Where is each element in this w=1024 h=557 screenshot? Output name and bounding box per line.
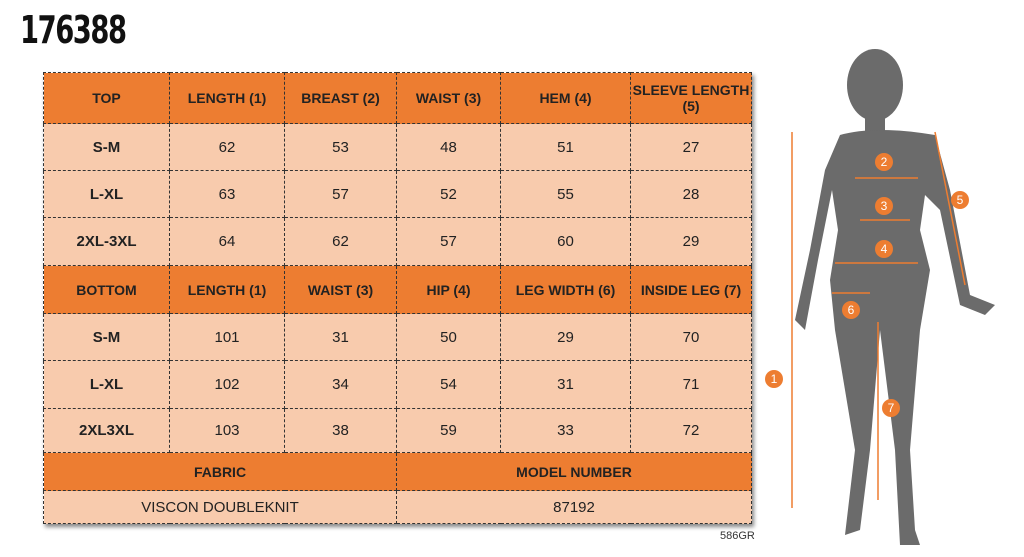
value-cell: 34 (284, 360, 397, 409)
header-cell: BREAST (2) (284, 72, 397, 124)
value-cell: 55 (500, 170, 631, 218)
model-label: MODEL NUMBER (396, 452, 752, 491)
value-cell: 29 (500, 313, 631, 361)
header-cell: TOP (43, 72, 170, 124)
size-cell: L-XL (43, 360, 170, 409)
model-value: 87192 (396, 490, 752, 524)
value-cell: 59 (396, 408, 501, 453)
value-cell: 38 (284, 408, 397, 453)
value-cell: 51 (500, 123, 631, 171)
value-cell: 52 (396, 170, 501, 218)
header-cell: HEM (4) (500, 72, 631, 124)
value-cell: 48 (396, 123, 501, 171)
value-cell: 101 (169, 313, 285, 361)
table-row: 2XL-3XL 64 62 57 60 29 (43, 217, 752, 266)
table-row: S-M 101 31 50 29 70 (43, 313, 752, 361)
value-cell: 53 (284, 123, 397, 171)
marker-6: 6 (848, 303, 855, 317)
header-cell: LENGTH (1) (169, 72, 285, 124)
table-row: 2XL3XL 103 38 59 33 72 (43, 408, 752, 453)
header-cell: BOTTOM (43, 265, 170, 314)
value-cell: 102 (169, 360, 285, 409)
product-code: 176388 (20, 8, 127, 52)
marker-2: 2 (881, 155, 888, 169)
header-cell: HIP (4) (396, 265, 501, 314)
marker-7: 7 (888, 401, 895, 415)
value-cell: 54 (396, 360, 501, 409)
footnote: 586GR (720, 530, 755, 542)
value-cell: 29 (630, 217, 752, 266)
value-cell: 50 (396, 313, 501, 361)
top-header-row: TOP LENGTH (1) BREAST (2) WAIST (3) HEM … (43, 72, 752, 124)
header-cell: SLEEVE LENGTH (5) (630, 72, 752, 124)
fabric-value: VISCON DOUBLEKNIT (43, 490, 397, 524)
value-cell: 62 (169, 123, 285, 171)
value-cell: 57 (284, 170, 397, 218)
marker-4: 4 (881, 242, 888, 256)
size-chart-table: TOP LENGTH (1) BREAST (2) WAIST (3) HEM … (43, 72, 752, 524)
table-row: L-XL 63 57 52 55 28 (43, 170, 752, 218)
fabric-label: FABRIC (43, 452, 397, 491)
value-cell: 33 (500, 408, 631, 453)
info-row: VISCON DOUBLEKNIT 87192 (43, 490, 752, 524)
table-row: S-M 62 53 48 51 27 (43, 123, 752, 171)
measurement-markers: 1 2 3 4 5 6 7 (765, 153, 969, 417)
value-cell: 60 (500, 217, 631, 266)
value-cell: 31 (500, 360, 631, 409)
body-measurement-figure: 1 2 3 4 5 6 7 (765, 49, 995, 545)
header-cell: WAIST (3) (284, 265, 397, 314)
value-cell: 62 (284, 217, 397, 266)
value-cell: 64 (169, 217, 285, 266)
header-cell: WAIST (3) (396, 72, 501, 124)
size-cell: 2XL-3XL (43, 217, 170, 266)
silhouette (795, 49, 995, 545)
marker-5: 5 (957, 193, 964, 207)
header-cell: LEG WIDTH (6) (500, 265, 631, 314)
value-cell: 28 (630, 170, 752, 218)
size-cell: S-M (43, 313, 170, 361)
table-row: L-XL 102 34 54 31 71 (43, 360, 752, 409)
measurement-lines (791, 131, 966, 508)
size-cell: L-XL (43, 170, 170, 218)
header-cell: LENGTH (1) (169, 265, 285, 314)
size-cell: S-M (43, 123, 170, 171)
marker-3: 3 (881, 199, 888, 213)
value-cell: 72 (630, 408, 752, 453)
value-cell: 103 (169, 408, 285, 453)
marker-1: 1 (771, 372, 778, 386)
bottom-header-row: BOTTOM LENGTH (1) WAIST (3) HIP (4) LEG WIDT… (43, 265, 752, 314)
size-cell: 2XL3XL (43, 408, 170, 453)
header-cell: INSIDE LEG (7) (630, 265, 752, 314)
info-header-row: FABRIC MODEL NUMBER (43, 452, 752, 491)
value-cell: 57 (396, 217, 501, 266)
value-cell: 71 (630, 360, 752, 409)
value-cell: 63 (169, 170, 285, 218)
value-cell: 27 (630, 123, 752, 171)
value-cell: 70 (630, 313, 752, 361)
value-cell: 31 (284, 313, 397, 361)
